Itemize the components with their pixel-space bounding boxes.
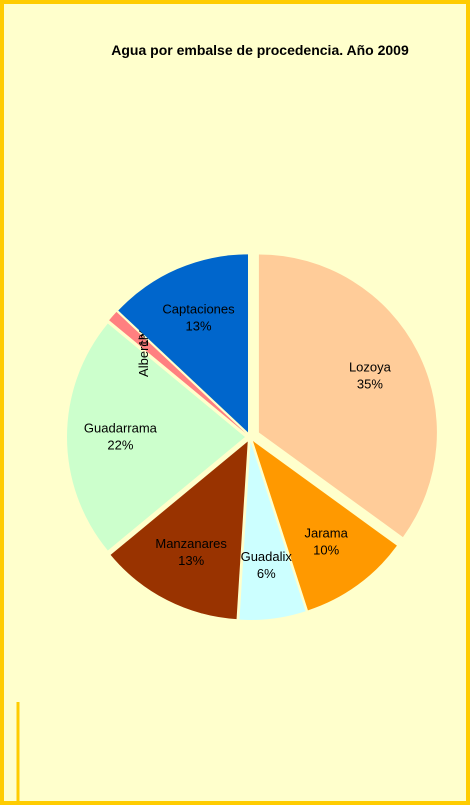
slice-label: Manzanares	[155, 536, 227, 551]
slice-label: Guadarrama	[84, 420, 158, 435]
slice-value-label: 35%	[357, 376, 383, 391]
slice-value-label: 10%	[313, 542, 339, 557]
slice-value-label: 6%	[257, 566, 276, 581]
slice-label: Lozoya	[349, 359, 392, 374]
slice-label: Guadalix	[241, 549, 293, 564]
pie-slice	[109, 311, 247, 434]
pie-slice	[239, 441, 306, 620]
slice-value-label: 13%	[178, 553, 204, 568]
pie-slice	[110, 441, 248, 620]
chart-title: Agua por embalse de procedencia. Año 200…	[111, 42, 409, 58]
pie-slice	[118, 254, 249, 433]
title-box: Agua por embalse de procedencia. Año 200…	[111, 42, 409, 58]
slice-value-label: 13%	[186, 318, 212, 333]
pie-slice	[252, 441, 397, 611]
pie-slice	[258, 254, 437, 538]
slice-label: Captaciones	[162, 301, 235, 316]
slice-label: Jarama	[304, 525, 348, 540]
pie-slice	[67, 323, 245, 551]
slice-label: Alberche	[136, 326, 151, 377]
slice-value-label: 22%	[107, 437, 133, 452]
